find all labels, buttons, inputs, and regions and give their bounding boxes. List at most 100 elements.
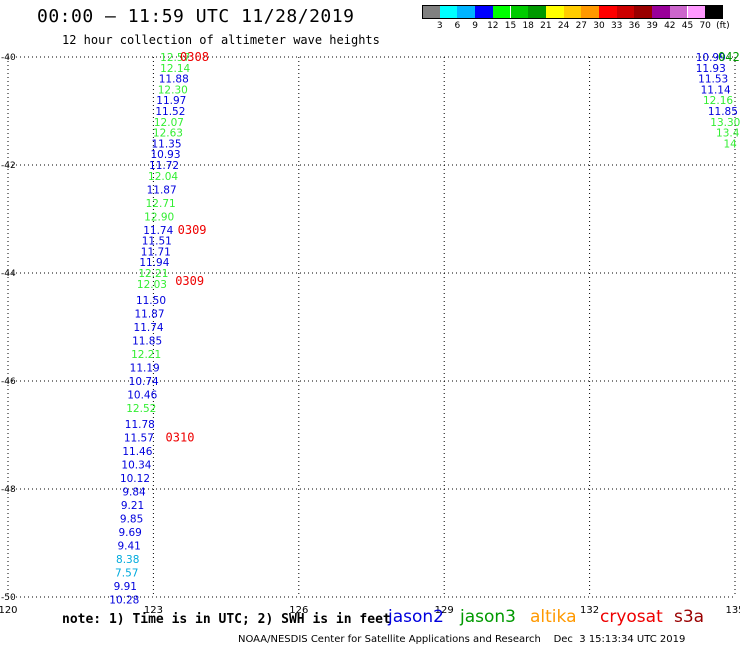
wave-height-label: 12.14 (160, 63, 190, 75)
wave-height-label: 10.93 (150, 149, 180, 161)
wave-height-label: 12.04 (148, 171, 178, 183)
x-tick-label: 120 (0, 605, 18, 616)
colorbar-tick-label: 21 (540, 21, 552, 31)
wave-height-label: 10.74 (129, 376, 159, 388)
wave-height-label: 12.90 (144, 211, 174, 223)
colorbar-tick-label: 24 (557, 21, 570, 31)
colorbar-swatch (634, 5, 653, 19)
colorbar-swatch (457, 5, 476, 19)
wave-height-label: 11.97 (156, 95, 186, 107)
colorbar-tick-label: 39 (646, 21, 658, 31)
wave-height-label: 14 (723, 138, 737, 150)
colorbar-swatch (422, 5, 440, 19)
wave-height-label: 11.85 (708, 106, 738, 118)
wave-height-label: 9.91 (114, 581, 137, 593)
pass-time-label: 0308 (180, 50, 209, 64)
wave-height-label: 11.88 (159, 74, 189, 86)
colorbar-tick-label: 15 (504, 21, 517, 31)
colorbar-tick-label: 45 (681, 21, 694, 31)
x-tick-label: 129 (435, 605, 454, 616)
wave-height-label: 11.53 (698, 74, 728, 86)
colorbar-swatch (669, 5, 688, 19)
wave-height-label: 11.57 (124, 433, 154, 445)
chart-title: 00:00 – 11:59 UTC 11/28/2019 (37, 6, 355, 27)
colorbar-swatch (616, 5, 635, 19)
wave-height-label: 12.07 (154, 117, 184, 129)
colorbar-tick-label: 70 (699, 21, 711, 31)
wave-height-label: 13.30 (710, 117, 740, 129)
legend-jason2: jason2 (388, 607, 444, 627)
wave-height-label: 12.30 (158, 84, 188, 96)
colorbar-outline (422, 5, 723, 19)
colorbar-tick-label: 36 (628, 21, 641, 31)
y-tick-label: -46 (1, 377, 16, 387)
wave-height-label: 9.69 (118, 527, 141, 539)
colorbar-swatch (599, 5, 617, 19)
wave-height-label: 11.85 (132, 336, 162, 348)
wave-height-label: 12.71 (146, 198, 176, 210)
note-text: note: 1) Time is in UTC; 2) SWH is in fe… (62, 612, 391, 627)
x-tick-label: 126 (289, 605, 308, 616)
legend-s3a: s3a (674, 607, 705, 627)
colorbar-swatch (687, 5, 706, 19)
wave-height-label: 11.94 (139, 257, 169, 269)
pass-time-label: 042 (718, 50, 740, 64)
wave-height-label: 11.78 (125, 419, 155, 431)
colorbar-tick-label: 3 (436, 21, 443, 31)
footer-credit: NOAA/NESDIS Center for Satellite Applica… (238, 634, 686, 645)
wave-height-label: 12.21 (138, 268, 168, 280)
y-tick-label: -44 (1, 269, 16, 279)
colorbar-swatch (705, 5, 723, 19)
wave-height-label: 12.16 (703, 95, 733, 107)
colorbar-swatch (439, 5, 458, 19)
pass-time-label: 0309 (175, 274, 204, 288)
wave-height-label: 11.19 (130, 363, 160, 375)
y-tick-label: -48 (1, 485, 16, 495)
colorbar-tick-label: 27 (575, 21, 588, 31)
wave-height-label: 11.51 (142, 236, 172, 248)
wave-height-label: 10.34 (121, 460, 151, 472)
wave-height-label: 11.46 (122, 446, 152, 458)
chart-subtitle: 12 hour collection of altimeter wave hei… (62, 33, 380, 47)
pass-time-label: 0310 (166, 431, 195, 445)
wave-height-label: 10.46 (127, 390, 157, 402)
wave-height-label: 9.84 (122, 487, 146, 499)
wave-height-label: 11.71 (141, 246, 171, 258)
wave-height-label: 11.72 (149, 160, 179, 172)
wave-height-label: 12.57 (160, 52, 190, 64)
legend-altika: altika (530, 607, 577, 627)
colorbar-tick-label: 33 (610, 21, 623, 31)
colorbar-tick-label: 30 (593, 21, 605, 31)
wave-height-label: 11.74 (134, 322, 164, 334)
wave-height-label: 9.85 (120, 514, 143, 526)
colorbar-tick-label: 6 (454, 21, 461, 31)
wave-height-label: 10.12 (120, 473, 150, 485)
colorbar-swatch (545, 5, 564, 19)
wave-height-label: 11.87 (147, 184, 177, 196)
x-tick-label: 135 (725, 605, 740, 616)
y-tick-label: -50 (1, 593, 16, 603)
pass-time-label: 0309 (178, 223, 207, 237)
colorbar-swatch (510, 5, 529, 19)
wave-height-label: 12.52 (126, 403, 156, 415)
colorbar-tick-label: (ft) (716, 21, 730, 31)
wave-height-label: 10.28 (109, 595, 139, 607)
wave-height-label: 10.99 (696, 52, 726, 64)
colorbar-swatch (652, 5, 670, 19)
wave-height-label: 11.52 (155, 106, 185, 118)
legend-jason3: jason3 (460, 607, 516, 627)
colorbar-swatch (563, 5, 582, 19)
wave-height-label: 11.74 (143, 225, 173, 237)
x-tick-label: 123 (144, 605, 163, 616)
y-tick-label: -42 (1, 161, 16, 171)
y-tick-label: -40 (1, 53, 16, 63)
wave-height-label: 12.03 (137, 279, 167, 291)
colorbar-tick-label: 9 (472, 21, 478, 31)
x-tick-label: 132 (580, 605, 599, 616)
colorbar-tick-label: 42 (664, 21, 676, 31)
wave-height-label: 8.38 (116, 554, 139, 566)
wave-height-label: 12.21 (131, 349, 161, 361)
wave-height-label: 11.93 (696, 63, 726, 75)
